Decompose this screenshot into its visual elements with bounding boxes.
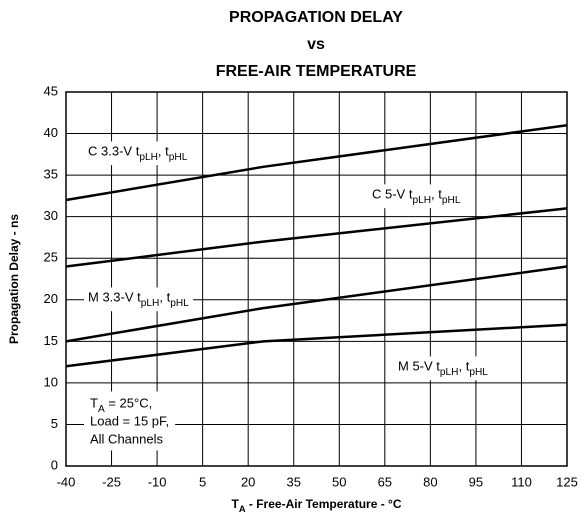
annotation-text: All Channels bbox=[90, 431, 163, 446]
series-label: M 3.3-V tpLH, tpHL bbox=[88, 289, 189, 309]
y-axis-label: Propagation Delay - ns bbox=[7, 214, 21, 344]
x-axis-label: TA - Free-Air Temperature - °C bbox=[231, 497, 401, 514]
y-tick-label: 15 bbox=[44, 333, 58, 348]
x-tick-label: 95 bbox=[469, 474, 483, 489]
y-tick-label: 35 bbox=[44, 167, 58, 182]
x-tick-label: -10 bbox=[148, 474, 167, 489]
series-line bbox=[65, 265, 568, 343]
series-line bbox=[65, 207, 568, 268]
chart-title: PROPAGATION DELAY bbox=[229, 9, 403, 26]
x-tick-label: -40 bbox=[57, 474, 76, 489]
y-tick-label: 5 bbox=[51, 416, 58, 431]
series-label: C 3.3-V tpLH, tpHL bbox=[88, 143, 188, 163]
y-tick-label: 25 bbox=[44, 250, 58, 265]
y-tick-label: 0 bbox=[51, 457, 58, 472]
label-background bbox=[394, 356, 493, 381]
annotation-text: TA = 25°C, bbox=[90, 395, 152, 415]
x-tick-label: 65 bbox=[378, 474, 392, 489]
chart-title: vs bbox=[307, 36, 325, 53]
y-tick-label: 20 bbox=[44, 291, 58, 306]
annotation: TA = 25°C,Load = 15 pF, All Channels bbox=[84, 391, 176, 451]
series-line bbox=[65, 323, 568, 368]
x-tick-label: 125 bbox=[556, 474, 578, 489]
series-line bbox=[65, 124, 568, 202]
label-background bbox=[368, 184, 465, 209]
label-group: M 3.3-V tpLH, tpHL bbox=[84, 287, 194, 312]
x-tick-label: 5 bbox=[199, 474, 206, 489]
label-group: C 3.3-V tpLH, tpHL bbox=[84, 141, 192, 166]
annotation-background bbox=[84, 391, 176, 451]
x-tick-label: 35 bbox=[286, 474, 300, 489]
plot-frame bbox=[65, 91, 568, 467]
label-group: C 5-V tpLH, tpHL bbox=[368, 184, 465, 209]
chart-title: FREE-AIR TEMPERATURE bbox=[216, 63, 417, 80]
x-tick-label: -25 bbox=[102, 474, 121, 489]
x-tick-label: 110 bbox=[511, 474, 532, 489]
x-tick-label: 20 bbox=[241, 474, 255, 489]
label-group: M 5-V tpLH, tpHL bbox=[394, 356, 493, 381]
series-label: C 5-V tpLH, tpHL bbox=[372, 186, 461, 206]
label-background bbox=[84, 287, 194, 312]
y-tick-label: 40 bbox=[44, 125, 58, 140]
x-tick-label: 50 bbox=[332, 474, 346, 489]
x-tick-label: 80 bbox=[423, 474, 437, 489]
label-background bbox=[84, 141, 192, 166]
annotation-text: Load = 15 pF, bbox=[90, 413, 169, 428]
y-tick-label: 30 bbox=[44, 208, 58, 223]
y-tick-label: 45 bbox=[44, 83, 58, 98]
y-tick-label: 10 bbox=[44, 374, 58, 389]
series-label: M 5-V tpLH, tpHL bbox=[398, 358, 488, 378]
